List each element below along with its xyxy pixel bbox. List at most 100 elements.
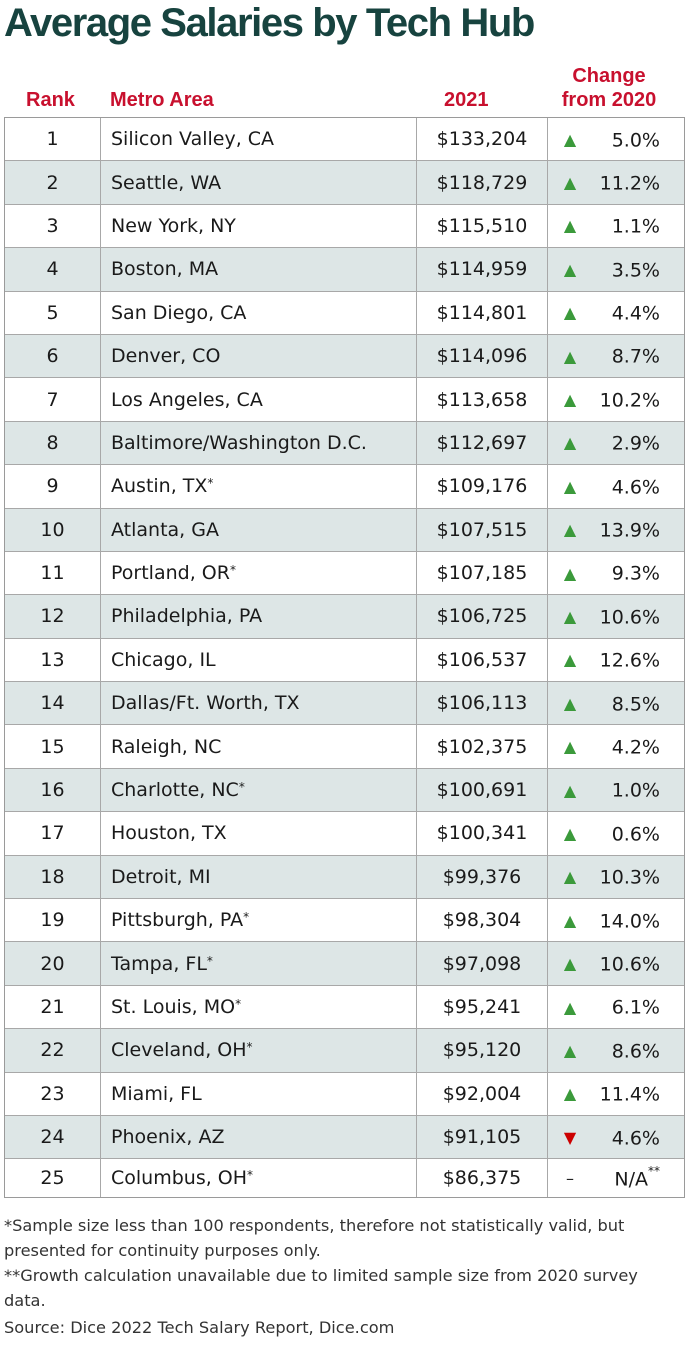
salary-cell: $113,658 xyxy=(417,378,548,421)
table-row: 21 St. Louis, MO * $95,241 ▲ 6.1% xyxy=(5,985,684,1030)
triangle-up-icon: ▲ xyxy=(563,780,577,800)
salary-cell: $99,376 xyxy=(417,855,548,899)
table-row: 20 Tampa, FL * $97,098 ▲ 10.6% xyxy=(5,942,684,986)
table-row: 17 Houston, TX $100,341 ▲ 0.6% xyxy=(5,812,684,856)
table-row: 14 Dallas/Ft. Worth, TX $106,113 ▲ 8.5% xyxy=(5,682,684,726)
metro-name: Denver, CO xyxy=(111,345,221,368)
change-value: 10.6% xyxy=(580,952,660,975)
rank-cell: 7 xyxy=(5,378,101,421)
rank-cell: 14 xyxy=(5,682,101,725)
salary-cell: $118,729 xyxy=(417,161,548,204)
rank-cell: 21 xyxy=(5,985,101,1029)
metro-cell: Baltimore/Washington D.C. xyxy=(101,421,417,465)
table-row: 23 Miami, FL $92,004 ▲ 11.4% xyxy=(5,1072,684,1116)
metro-cell: Tampa, FL * xyxy=(101,942,417,985)
rank-cell: 3 xyxy=(5,204,101,248)
table-row: 2 Seattle, WA $118,729 ▲ 11.2% xyxy=(5,161,684,205)
table-row: 3 New York, NY $115,510 ▲ 1.1% xyxy=(5,204,684,249)
triangle-up-icon: ▲ xyxy=(563,520,577,540)
rank-cell: 5 xyxy=(5,291,101,334)
table-row: 1 Silicon Valley, CA $133,204 ▲ 5.0% xyxy=(5,118,684,162)
metro-name: Austin, TX xyxy=(111,475,208,498)
metro-name: Boston, MA xyxy=(111,258,219,281)
change-text: 3.5% xyxy=(611,259,660,282)
change-text: 12.6% xyxy=(599,649,660,672)
salary-cell: $133,204 xyxy=(417,118,548,161)
rank-cell: 8 xyxy=(5,421,101,465)
metro-footnote-mark: * xyxy=(207,476,214,491)
change-value: 5.0% xyxy=(580,128,660,151)
rank-cell: 19 xyxy=(5,899,101,942)
change-value: 11.2% xyxy=(580,171,660,194)
change-text: 4.2% xyxy=(611,736,660,759)
table-row: 19 Pittsburgh, PA * $98,304 ▲ 14.0% xyxy=(5,899,684,943)
salary-cell: $86,375 xyxy=(417,1159,548,1198)
triangle-up-icon: ▲ xyxy=(563,606,577,626)
metro-cell: Silicon Valley, CA xyxy=(101,118,417,161)
change-cell: ▲ 4.6% xyxy=(548,465,684,507)
triangle-up-icon: ▲ xyxy=(563,563,577,583)
rank-cell: 18 xyxy=(5,855,101,899)
change-text: 14.0% xyxy=(599,909,660,932)
rank-cell: 24 xyxy=(5,1115,101,1159)
metro-name: Houston, TX xyxy=(111,822,227,845)
table-row: 8 Baltimore/Washington D.C. $112,697 ▲ 2.9% xyxy=(5,421,684,466)
salary-cell: $100,341 xyxy=(417,812,548,855)
dash-icon: – xyxy=(566,1168,574,1188)
metro-name: New York, NY xyxy=(111,214,236,237)
change-text: 4.6% xyxy=(611,1126,660,1149)
metro-cell: Boston, MA xyxy=(101,248,417,291)
rank-cell: 25 xyxy=(5,1159,101,1198)
change-value: 4.6% xyxy=(580,1126,660,1149)
change-value: 11.4% xyxy=(580,1082,660,1105)
metro-cell: Atlanta, GA xyxy=(101,508,417,551)
change-value: 4.2% xyxy=(580,735,660,758)
change-value: 8.5% xyxy=(580,692,660,715)
salary-cell: $114,959 xyxy=(417,248,548,291)
change-text: 5.0% xyxy=(611,128,660,151)
change-value: 2.9% xyxy=(580,431,660,455)
metro-name: St. Louis, MO xyxy=(111,996,236,1018)
metro-cell: Phoenix, AZ xyxy=(101,1115,417,1159)
metro-cell: Chicago, IL xyxy=(101,638,417,682)
rank-cell: 12 xyxy=(5,595,101,638)
rank-cell: 2 xyxy=(5,161,101,204)
change-cell: ▲ 10.2% xyxy=(548,378,684,420)
metro-cell: Houston, TX xyxy=(101,812,417,855)
triangle-up-icon: ▲ xyxy=(563,476,577,496)
table-row: 7 Los Angeles, CA $113,658 ▲ 10.2% xyxy=(5,378,684,422)
change-text: 10.2% xyxy=(599,389,660,412)
header-year: 2021 xyxy=(444,89,489,111)
change-value: 10.3% xyxy=(580,865,660,889)
salary-cell: $107,515 xyxy=(417,508,548,551)
metro-name: Portland, OR xyxy=(111,562,230,585)
metro-name: San Diego, CA xyxy=(111,301,247,324)
salary-cell: $97,098 xyxy=(417,942,548,985)
change-cell: ▲ 2.9% xyxy=(548,422,684,464)
rank-cell: 22 xyxy=(5,1029,101,1072)
table-row: 11 Portland, OR * $107,185 ▲ 9.3% xyxy=(5,551,684,596)
metro-name: Raleigh, NC xyxy=(111,735,222,758)
triangle-up-icon: ▲ xyxy=(563,390,577,410)
rank-cell: 17 xyxy=(5,812,101,855)
metro-cell: New York, NY xyxy=(101,204,417,248)
table-row: 5 San Diego, CA $114,801 ▲ 4.4% xyxy=(5,291,684,335)
change-value: 1.1% xyxy=(580,214,660,238)
change-text: 11.2% xyxy=(599,172,660,195)
change-cell: ▲ 10.6% xyxy=(548,942,684,984)
change-cell: ▲ 1.1% xyxy=(548,205,684,247)
salary-cell: $107,185 xyxy=(417,551,548,595)
salary-table: 1 Silicon Valley, CA $133,204 ▲ 5.0% 2 Seattle… xyxy=(4,117,685,1199)
change-value: 9.3% xyxy=(580,561,660,585)
metro-cell: Austin, TX * xyxy=(101,465,417,508)
rank-cell: 16 xyxy=(5,768,101,812)
metro-name: Philadelphia, PA xyxy=(111,605,263,628)
salary-cell: $115,510 xyxy=(417,204,548,248)
triangle-up-icon: ▲ xyxy=(563,650,577,670)
change-cell: ▲ 13.9% xyxy=(548,509,684,551)
metro-cell: Columbus, OH * xyxy=(101,1159,417,1198)
table-row: 9 Austin, TX * $109,176 ▲ 4.6% xyxy=(5,465,684,509)
change-cell: ▲ 4.4% xyxy=(548,292,684,334)
header-rank: Rank xyxy=(26,89,75,111)
change-value: 4.6% xyxy=(580,475,660,498)
